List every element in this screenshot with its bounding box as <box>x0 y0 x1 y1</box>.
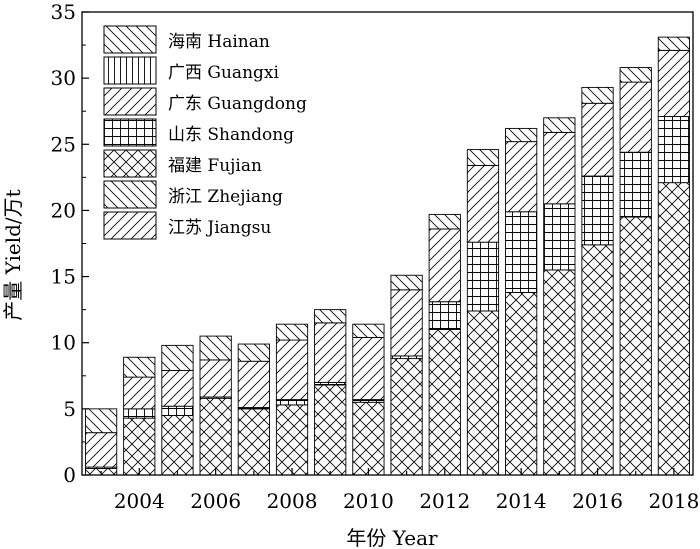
bar-2018-series-3 <box>657 116 691 184</box>
y-tick-label-10: 10 <box>51 331 76 355</box>
bar-2012-series-3 <box>428 301 461 330</box>
legend-label: 江苏 Jiangsu <box>168 218 271 238</box>
bar-2005-series-4 <box>161 370 194 407</box>
bar-2010-series-6 <box>352 323 385 338</box>
legend-swatch <box>103 25 157 54</box>
bar-2008-series-4 <box>275 339 309 401</box>
bar-2004-series-2 <box>123 417 156 476</box>
legend-swatch <box>103 149 157 178</box>
x-tick-label-2018: 2018 <box>648 489 699 513</box>
x-tick-label-2016: 2016 <box>572 489 623 513</box>
bar-2004-series-3 <box>123 408 156 419</box>
legend-swatch <box>103 211 157 240</box>
bar-2016-series-2 <box>581 244 614 476</box>
x-tick-label-2006: 2006 <box>190 489 241 513</box>
bar-2009-series-4 <box>314 322 347 383</box>
bar-2013-series-6 <box>466 149 500 166</box>
bar-2007-series-2 <box>237 408 270 476</box>
bar-2006-series-6 <box>199 335 232 361</box>
bar-2004-series-6 <box>123 356 156 378</box>
bar-2009-series-6 <box>314 309 347 324</box>
bar-2010-series-2 <box>352 401 385 476</box>
bar-2008-series-6 <box>275 323 309 341</box>
bar-2011-series-6 <box>390 274 423 291</box>
bar-2014-series-3 <box>505 211 538 293</box>
bar-2013-series-4 <box>466 164 500 243</box>
y-tick-label-25: 25 <box>51 132 76 156</box>
bar-2014-series-4 <box>505 141 538 213</box>
bar-2014-series-6 <box>505 127 538 143</box>
bar-2005-series-2 <box>161 415 194 476</box>
y-tick-label-0: 0 <box>63 463 76 487</box>
bar-2016-series-3 <box>581 175 614 246</box>
x-tick-label-2012: 2012 <box>419 489 470 513</box>
bar-2007-series-6 <box>237 343 270 362</box>
bar-2018-series-4 <box>657 49 691 117</box>
bar-2013-series-3 <box>466 241 500 312</box>
bar-2015-series-3 <box>543 203 576 271</box>
bar-2017-series-3 <box>619 151 652 218</box>
y-tick-label-30: 30 <box>51 66 76 90</box>
bar-2008-series-2 <box>275 404 309 476</box>
bars-layer <box>84 36 691 476</box>
legend-label: 海南 Hainan <box>168 32 270 52</box>
axes-layer: 0 5 10 15 20 25 30 35 2004 2006 2008 2010 2012 2014 20… <box>51 0 700 513</box>
legend-label: 福建 Fujian <box>168 156 262 176</box>
x-tick-label-2004: 2004 <box>114 489 165 513</box>
bar-2016-series-6 <box>581 86 614 104</box>
bar-2015-series-2 <box>543 269 576 476</box>
bar-2017-series-4 <box>619 81 652 153</box>
bar-2012-series-2 <box>428 329 461 476</box>
bar-2006-series-4 <box>199 359 232 398</box>
bar-2009-series-2 <box>314 384 347 476</box>
bar-2003-series-4 <box>84 432 118 468</box>
y-axis-label: 产量 Yield/万t <box>1 189 25 320</box>
legend: 海南 Hainan 广西 Guangxi 广东 Guangdong 山东 Shando… <box>103 25 307 240</box>
bar-2015-series-4 <box>543 131 576 205</box>
legend-swatch <box>103 56 157 85</box>
bar-2013-series-2 <box>466 310 500 476</box>
bar-2016-series-4 <box>581 102 614 177</box>
legend-label: 浙江 Zhejiang <box>168 187 283 207</box>
legend-swatch <box>103 118 157 147</box>
bar-2017-series-6 <box>619 67 652 83</box>
y-tick-label-15: 15 <box>51 265 76 289</box>
bar-2007-series-4 <box>237 360 270 408</box>
bar-2018-series-2 <box>657 182 691 476</box>
legend-label: 广东 Guangdong <box>168 94 307 114</box>
bar-2003-series-6 <box>84 408 118 434</box>
bar-2005-series-3 <box>161 405 194 416</box>
bar-2011-series-2 <box>390 358 423 476</box>
legend-swatch <box>103 87 157 116</box>
y-tick-label-5: 5 <box>63 397 76 421</box>
x-tick-label-2014: 2014 <box>496 489 547 513</box>
bar-2004-series-4 <box>123 376 156 410</box>
x-axis-label: 年份 Year <box>346 526 438 549</box>
bar-2018-series-6 <box>657 36 691 51</box>
x-tick-label-2010: 2010 <box>343 489 394 513</box>
bar-2012-series-6 <box>428 213 461 230</box>
legend-swatch <box>103 180 157 209</box>
x-tick-label-2008: 2008 <box>267 489 318 513</box>
bar-2011-series-4 <box>390 289 423 357</box>
bar-2010-series-4 <box>352 336 385 401</box>
bar-2015-series-6 <box>543 117 576 133</box>
bar-2008-series-3 <box>275 399 309 406</box>
bar-2005-series-6 <box>161 344 194 371</box>
bar-2006-series-2 <box>199 397 232 476</box>
bar-2014-series-2 <box>505 292 538 476</box>
legend-label: 山东 Shandong <box>168 125 294 145</box>
y-tick-label-35: 35 <box>51 0 76 24</box>
bar-2012-series-4 <box>428 228 461 303</box>
legend-label: 广西 Guangxi <box>168 63 279 83</box>
y-tick-label-20: 20 <box>51 198 76 222</box>
bar-2017-series-2 <box>619 216 652 476</box>
